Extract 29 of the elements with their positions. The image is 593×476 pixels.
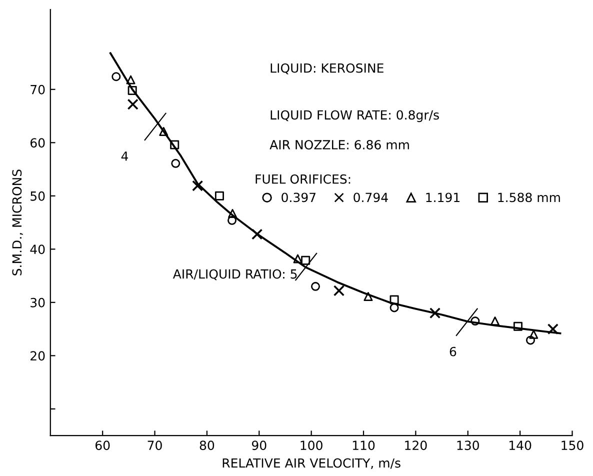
x-tick-label: 70 (148, 440, 162, 450)
legend-label: 1.588 mm (498, 192, 560, 202)
annotation: AIR NOZZLE: 6.86 mm (270, 140, 409, 150)
y-tick-label: 70 (30, 84, 45, 94)
legend-label: 0.397 (282, 192, 316, 202)
x-tick-label: 60 (96, 440, 110, 450)
x-axis-title: RELATIVE AIR VELOCITY, m/s (222, 458, 400, 470)
annotation: 6 (450, 346, 456, 356)
annotation: LIQUID FLOW RATE: 0.8gr/s (270, 110, 439, 122)
annotation: AIR/LIQUID RATIO: 5 (172, 269, 297, 280)
y-tick-label: 50 (30, 191, 45, 201)
x-tick-label: 140 (510, 440, 532, 450)
legend-label: 0.794 (354, 192, 388, 202)
annotation: 4 (121, 152, 128, 161)
x-tick-label: 90 (252, 440, 266, 450)
x-tick-label: 150 (562, 440, 584, 450)
y-tick-label: 20 (30, 351, 45, 361)
x-tick-label: 120 (405, 440, 427, 450)
annotation: LIQUID: KEROSINE (270, 63, 384, 74)
x-tick-label: 130 (457, 440, 479, 450)
y-axis-title: S.M.D., MICRONS (12, 170, 23, 276)
x-tick-label: 100 (300, 440, 322, 450)
x-tick-label: 110 (352, 440, 375, 450)
legend-label: 1.191 (426, 192, 460, 202)
legend-title: FUEL ORIFICES: (256, 174, 350, 184)
x-tick-label: 80 (200, 440, 214, 450)
y-tick-label: 30 (30, 298, 45, 308)
y-tick-label: 60 (30, 138, 45, 148)
y-tick-label: 40 (30, 244, 45, 254)
